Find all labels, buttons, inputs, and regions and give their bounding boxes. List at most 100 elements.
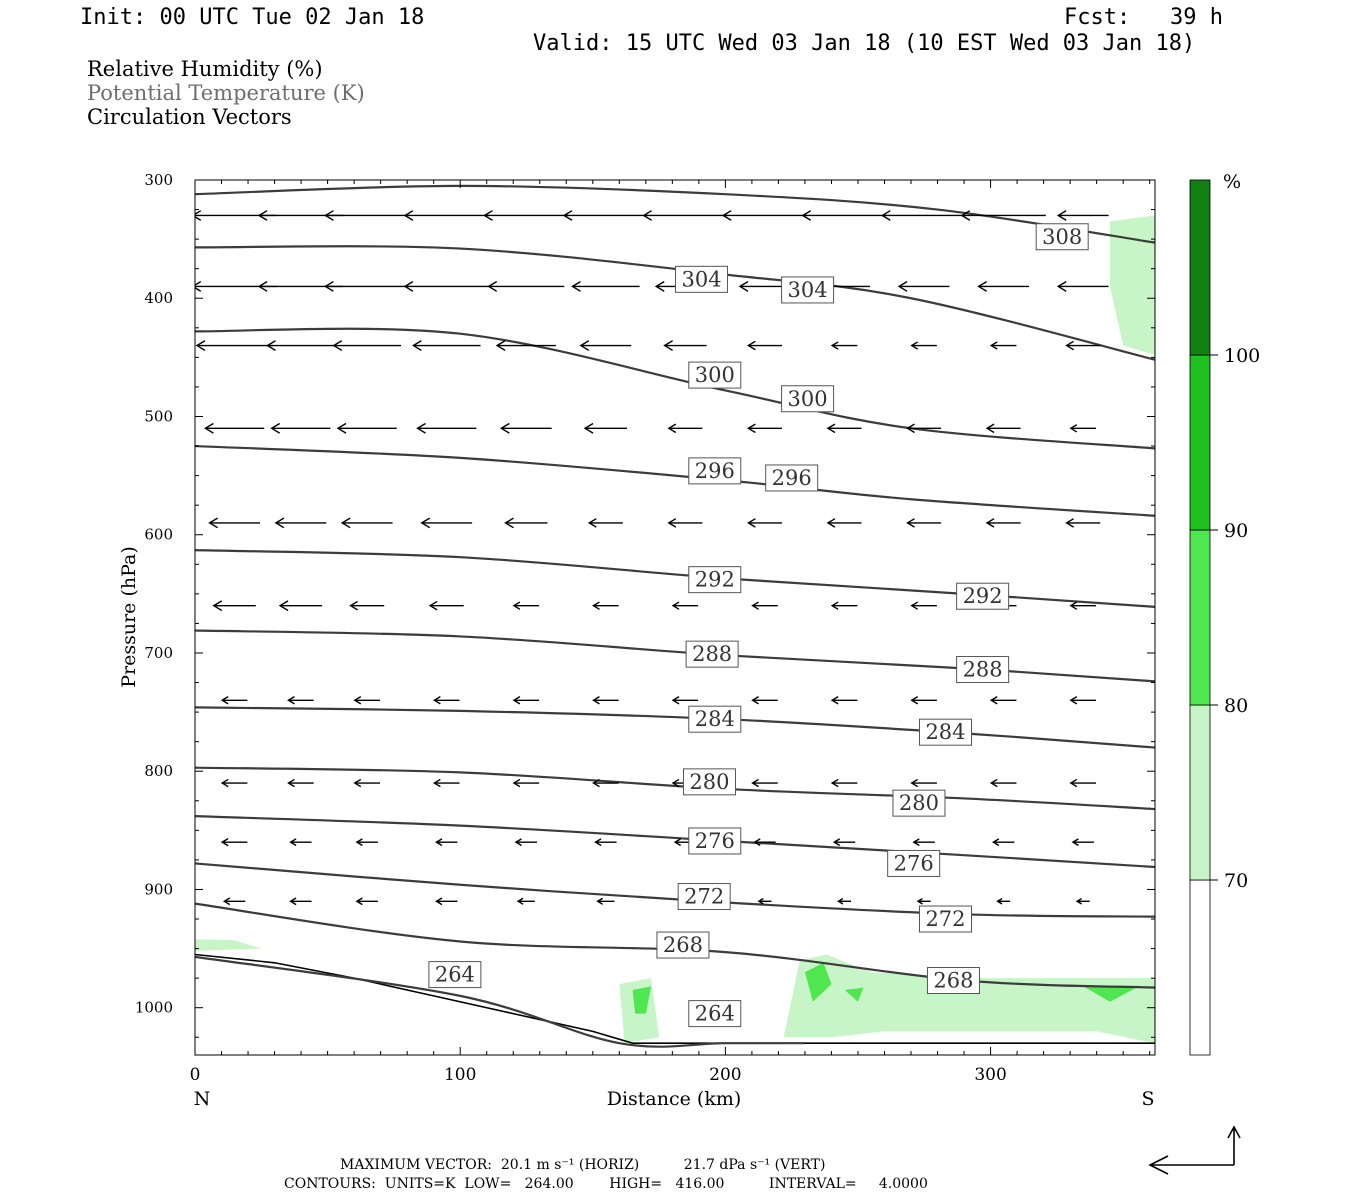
- colorbar-swatch: [1189, 179, 1211, 356]
- colorbar-unit: %: [1223, 171, 1241, 193]
- circulation-vector: [747, 340, 782, 351]
- circulation-vector: [428, 600, 464, 611]
- circulation-vector: [289, 897, 312, 906]
- isentrope-308: [195, 184, 1155, 244]
- circulation-vector: [278, 600, 323, 612]
- svg-text:264: 264: [435, 963, 475, 987]
- contour-label: 272: [677, 883, 731, 911]
- circulation-vector: [432, 696, 460, 705]
- circulation-vector: [403, 210, 489, 221]
- y-tick-label: 400: [144, 289, 173, 307]
- circulation-vector: [880, 210, 967, 221]
- circulation-vector: [289, 838, 312, 847]
- circulation-vector: [332, 340, 401, 351]
- circulation-vector: [587, 518, 623, 528]
- isentrope-284: [195, 706, 1155, 749]
- circulation-vector: [324, 281, 410, 292]
- svg-text:284: 284: [925, 720, 965, 744]
- colorbar-swatch: [1189, 529, 1211, 706]
- circulation-vector: [910, 778, 937, 788]
- svg-text:288: 288: [963, 658, 1003, 682]
- circulation-vector: [910, 696, 937, 705]
- svg-text:300: 300: [788, 387, 828, 411]
- circulation-vector: [667, 423, 703, 434]
- circulation-vector: [340, 517, 393, 529]
- contour-label: 288: [956, 656, 1010, 684]
- circulation-vector: [287, 778, 314, 788]
- circulation-vector: [667, 518, 703, 528]
- contour-label: 304: [781, 276, 835, 304]
- circulation-vector: [757, 897, 772, 905]
- svg-text:292: 292: [963, 584, 1003, 608]
- circulation-vector: [960, 210, 1046, 221]
- circulation-vector: [985, 423, 1021, 434]
- circulation-vector: [642, 210, 728, 221]
- circulation-vector: [220, 778, 248, 788]
- x-axis-title: Distance (km): [607, 1088, 742, 1110]
- circulation-vector: [1056, 210, 1109, 221]
- circulation-vector: [487, 281, 565, 292]
- circulation-vector: [212, 600, 256, 612]
- svg-text:296: 296: [772, 466, 812, 490]
- circulation-vector: [432, 778, 460, 788]
- init-time: Init: 00 UTC Tue 02 Jan 18: [80, 5, 425, 30]
- circulation-vector: [270, 422, 331, 434]
- rh-shading-region: [804, 962, 832, 1002]
- circulation-vector: [721, 210, 808, 221]
- circulation-vector: [1065, 340, 1101, 351]
- circulation-vector: [592, 601, 619, 610]
- circulation-vector: [1065, 518, 1101, 528]
- circulation-vector: [266, 340, 335, 351]
- circulation-vector: [355, 838, 378, 847]
- valid-time: Valid: 15 UTC Wed 03 Jan 18 (10 EST Wed …: [533, 31, 1196, 56]
- x-end-label-north: N: [194, 1088, 211, 1110]
- y-tick-label: 1000: [135, 999, 173, 1017]
- contour-label: 276: [887, 849, 941, 877]
- circulation-vector: [830, 341, 858, 350]
- forecast-hour: Fcst: 39 h: [1064, 5, 1223, 30]
- y-tick-label: 700: [144, 644, 173, 662]
- y-axis-title: Pressure (hPa): [118, 546, 140, 688]
- circulation-vector: [910, 601, 937, 610]
- contour-label: 268: [656, 931, 710, 959]
- circulation-vector: [751, 696, 778, 705]
- isentrope-264: [195, 955, 805, 1048]
- circulation-vector: [832, 838, 856, 847]
- circulation-vector: [222, 897, 246, 906]
- x-tick-label: 300: [974, 1065, 1006, 1085]
- circulation-vector: [512, 601, 540, 610]
- contour-label: 280: [682, 768, 736, 796]
- svg-text:300: 300: [695, 363, 735, 387]
- circulation-vector: [355, 897, 378, 906]
- contours-text: CONTOURS: UNITS=K LOW= 264.00 HIGH= 416.…: [284, 1176, 928, 1192]
- circulation-vector: [663, 340, 707, 351]
- legend-theta: Potential Temperature (K): [87, 81, 365, 105]
- y-tick-label: 500: [144, 407, 173, 425]
- svg-text:304: 304: [788, 278, 828, 302]
- circulation-vector: [596, 897, 615, 905]
- circulation-vector: [671, 601, 699, 610]
- circulation-vector: [204, 422, 265, 434]
- legend-vectors: Circulation Vectors: [87, 105, 292, 129]
- svg-text:272: 272: [684, 885, 724, 909]
- circulation-vector: [324, 210, 410, 221]
- circulation-vector: [753, 838, 776, 847]
- rh-shading-region: [632, 986, 652, 1014]
- contour-label: 300: [688, 361, 742, 389]
- circulation-vector: [287, 696, 314, 705]
- circulation-vector: [274, 517, 327, 529]
- colorbar-tick-label: 90: [1224, 520, 1248, 542]
- rh-shading-region: [783, 954, 1155, 1044]
- circulation-vector: [751, 601, 778, 610]
- contour-label: 304: [675, 265, 729, 293]
- circulation-vector: [483, 210, 569, 221]
- circulation-vector: [991, 838, 1015, 847]
- contour-label: 296: [765, 464, 819, 492]
- circulation-vector: [512, 696, 540, 705]
- max-vector-text: MAXIMUM VECTOR: 20.1 m s⁻¹ (HORIZ) 21.7 …: [340, 1157, 826, 1173]
- circulation-vector: [499, 422, 552, 434]
- contour-label: 284: [688, 705, 742, 733]
- circulation-vector: [353, 696, 380, 705]
- legend-rh: Relative Humidity (%): [87, 57, 323, 81]
